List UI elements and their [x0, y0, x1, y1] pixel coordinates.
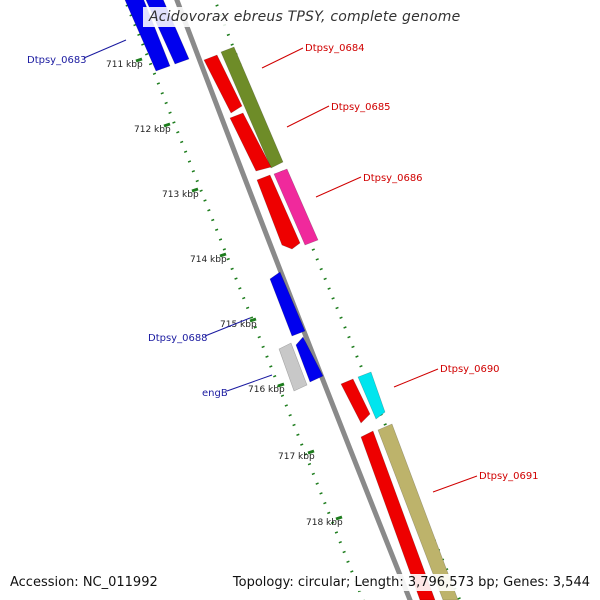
gene-label: Dtpsy_0685	[331, 102, 391, 113]
tick-label: 718 kbp	[306, 518, 343, 528]
tick-mark	[335, 515, 343, 521]
tick-label: 716 kbp	[248, 385, 285, 395]
tick-label: 714 kbp	[190, 255, 227, 265]
gene-label: Dtpsy_0691	[479, 471, 539, 482]
gene-arrow	[203, 54, 243, 114]
gene-label-leader	[315, 176, 362, 198]
gene-label: engB	[202, 388, 228, 399]
gene-label-leader	[286, 105, 330, 128]
accession-footer: Accession: NC_011992	[8, 574, 160, 591]
tick-label: 713 kbp	[162, 190, 199, 200]
gene-arrow	[340, 378, 371, 424]
gene-arrow	[229, 112, 272, 172]
gene-arrow	[278, 342, 308, 392]
tick-label: 712 kbp	[134, 125, 171, 135]
genome-backbone	[174, 0, 413, 600]
accession-text: Accession: NC_011992	[8, 574, 160, 591]
gene-label: Dtpsy_0690	[440, 364, 500, 375]
gene-label-leader	[83, 39, 127, 59]
gene-arrow	[273, 168, 319, 246]
tick-mark	[191, 187, 199, 193]
gene-arrow	[357, 371, 386, 420]
title-box: Acidovorax ebreus TPSY, complete genome	[143, 7, 467, 27]
gene-arrow	[360, 430, 436, 600]
map-title: Acidovorax ebreus TPSY, complete genome	[149, 9, 461, 25]
gene-label: Dtpsy_0686	[363, 173, 423, 184]
gene-arrow	[220, 46, 284, 169]
tick-label: 715 kbp	[220, 320, 257, 330]
tick-mark	[135, 57, 143, 63]
gene-label-leader	[226, 374, 273, 392]
summary-text: Topology: circular; Length: 3,796,573 bp…	[230, 574, 592, 591]
gene-label: Dtpsy_0683	[27, 55, 87, 66]
tick-mark	[249, 317, 257, 323]
gene-arrow	[124, 0, 171, 72]
gene-label: Dtpsy_0684	[305, 43, 365, 54]
gene-arrow	[256, 174, 301, 250]
gene-arrow	[269, 271, 306, 337]
tick-mark	[277, 382, 285, 388]
gene-arrow	[295, 336, 324, 383]
tick-label: 717 kbp	[278, 452, 315, 462]
gene-label: Dtpsy_0688	[148, 333, 208, 344]
gene-label-leader	[432, 475, 478, 493]
summary-footer: Topology: circular; Length: 3,796,573 bp…	[230, 574, 592, 591]
tick-label: 711 kbp	[106, 60, 143, 70]
tick-mark	[163, 122, 171, 128]
gene-label-leader	[261, 47, 304, 69]
gene-label-leader	[393, 368, 439, 388]
tick-mark	[307, 449, 315, 455]
gene-label-leader	[204, 317, 251, 337]
tick-mark	[219, 252, 227, 258]
gene-arrow	[377, 423, 459, 600]
